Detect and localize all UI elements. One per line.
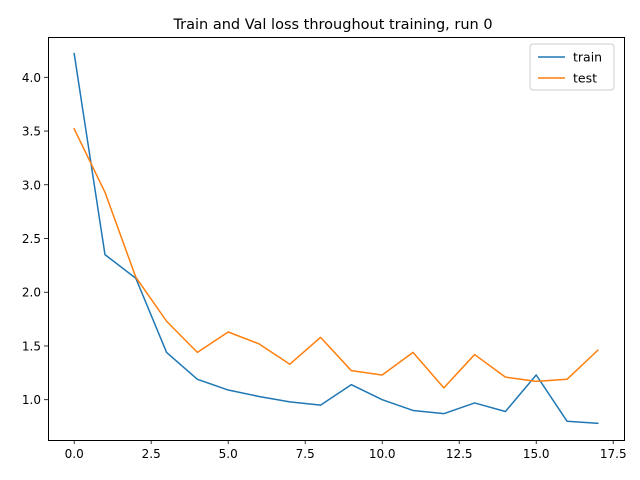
legend: train test [529, 43, 615, 91]
y-tick-label: 1.5 [22, 339, 41, 353]
x-tick-label: 15.0 [523, 447, 550, 461]
y-tick-label: 3.0 [22, 178, 41, 192]
legend-label-train: train [573, 50, 602, 65]
x-axis: 0.0 2.5 5.0 7.5 10.0 12.5 15.0 17.5 [65, 440, 627, 461]
x-tick-label: 7.5 [296, 447, 315, 461]
x-tick-label: 2.5 [142, 447, 161, 461]
y-tick-label: 2.5 [22, 232, 41, 246]
y-tick-label: 1.0 [22, 393, 41, 407]
x-tick-label: 12.5 [446, 447, 473, 461]
y-axis: 1.0 1.5 2.0 2.5 3.0 3.5 4.0 [22, 71, 48, 407]
x-tick-label: 0.0 [65, 447, 84, 461]
y-tick-label: 3.5 [22, 125, 41, 139]
y-tick-label: 2.0 [22, 286, 41, 300]
x-tick-label: 17.5 [600, 447, 627, 461]
x-tick-label: 10.0 [369, 447, 396, 461]
series-line-train [73, 52, 599, 425]
legend-label-test: test [573, 71, 597, 86]
x-tick-label: 5.0 [219, 447, 238, 461]
plot-lines [73, 52, 599, 425]
y-tick-label: 4.0 [22, 71, 41, 85]
series-line-test [73, 127, 599, 389]
chart-title: Train and Val loss throughout training, … [172, 17, 492, 33]
plot-frame [48, 37, 625, 441]
